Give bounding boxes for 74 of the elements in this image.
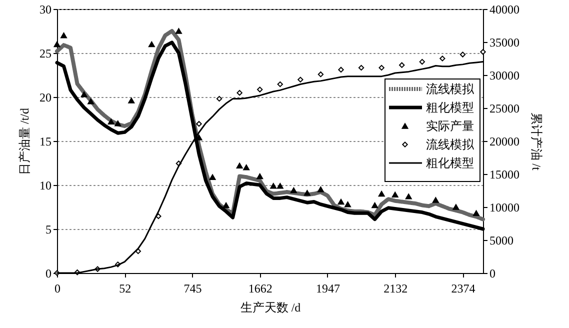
point <box>378 190 385 197</box>
point <box>432 197 439 203</box>
y-tick-label: 10 <box>40 178 52 192</box>
y2-tick-label: 35000 <box>490 36 520 50</box>
point <box>405 194 412 200</box>
y2-tick-label: 30000 <box>490 68 520 82</box>
point <box>80 91 88 98</box>
legend-label: 流线模拟 <box>426 82 475 96</box>
point <box>419 58 425 65</box>
point <box>440 56 446 62</box>
point <box>128 98 135 104</box>
point <box>277 81 283 88</box>
point <box>372 202 378 208</box>
point <box>148 41 155 48</box>
legend-label: 粗化模型 <box>426 156 474 170</box>
point <box>452 204 460 210</box>
x-tick-label: 52 <box>119 282 132 296</box>
legend-label: 实际产量 <box>426 119 474 133</box>
point <box>257 86 263 92</box>
point <box>108 118 114 125</box>
legend-label: 粗化模型 <box>426 100 474 114</box>
legend-label: 流线模拟 <box>426 138 475 152</box>
point <box>114 120 122 126</box>
point <box>196 120 202 127</box>
y-axis-title: 日产油量 /t/d <box>18 108 32 176</box>
y-tick-label: 20 <box>40 90 52 104</box>
y2-tick-label: 10000 <box>490 200 520 214</box>
point <box>216 96 222 102</box>
point <box>60 32 67 38</box>
point <box>358 64 364 71</box>
point <box>236 162 243 169</box>
y-tick-label: 30 <box>40 2 52 16</box>
x-tick-label: 745 <box>184 282 202 296</box>
point <box>236 90 242 96</box>
x-axis-title: 生产天数 /d <box>240 300 301 314</box>
y2-tick-label: 0 <box>490 266 496 280</box>
point <box>344 201 351 208</box>
point <box>276 183 284 189</box>
y2-tick-label: 20000 <box>490 134 520 148</box>
point <box>473 210 480 216</box>
x-tick-label: 1662 <box>248 282 272 296</box>
x-tick-label: 2374 <box>451 282 476 296</box>
point <box>54 41 60 48</box>
point <box>270 183 277 189</box>
point <box>298 76 304 82</box>
x-tick-label: 1947 <box>316 282 340 296</box>
point <box>243 164 250 170</box>
y2-tick-label: 5000 <box>490 234 514 248</box>
point <box>88 98 94 104</box>
point <box>378 64 384 71</box>
y-tick-label: 25 <box>40 46 52 60</box>
y2-tick-label: 25000 <box>490 102 520 116</box>
point <box>338 66 344 73</box>
y-tick-label: 15 <box>40 134 52 148</box>
point <box>175 28 182 34</box>
point <box>317 186 324 192</box>
y-tick-label: 0 <box>46 266 52 280</box>
x-tick-label: 2132 <box>384 282 408 296</box>
y2-tick-label: 15000 <box>490 168 520 182</box>
point <box>290 187 297 194</box>
point <box>222 202 230 208</box>
point <box>460 52 466 58</box>
point <box>399 62 405 68</box>
y2-axis-title: 累计产油 /t <box>530 112 544 171</box>
point <box>480 49 486 55</box>
point <box>209 174 216 180</box>
y-tick-label: 5 <box>46 222 52 236</box>
point <box>256 173 264 180</box>
point <box>338 198 344 205</box>
point <box>318 71 324 78</box>
point <box>392 192 398 198</box>
point <box>304 190 310 196</box>
x-tick-label: 0 <box>54 282 60 296</box>
y2-tick-label: 40000 <box>490 2 520 16</box>
